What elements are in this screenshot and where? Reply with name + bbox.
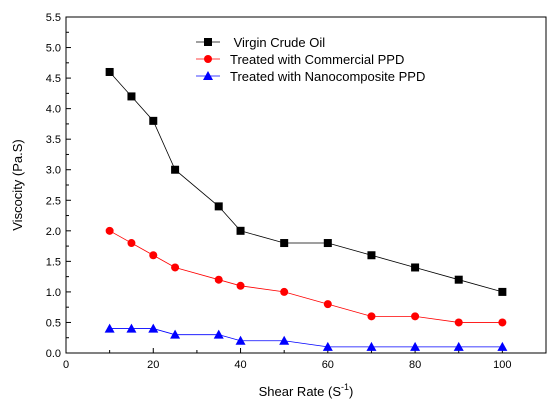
data-point xyxy=(322,341,333,351)
data-point xyxy=(171,165,180,174)
data-point xyxy=(411,312,420,321)
data-point xyxy=(411,263,420,272)
data-point xyxy=(453,341,464,351)
legend: Virgin Crude Oil Treated with Commercial … xyxy=(196,35,425,84)
x-tick-label: 100 xyxy=(493,359,511,371)
x-tick-label: 20 xyxy=(147,359,159,371)
data-point xyxy=(323,239,332,248)
legend-marker xyxy=(203,71,213,80)
y-tick-label: 2.0 xyxy=(46,226,61,238)
legend-marker xyxy=(204,38,212,46)
data-point xyxy=(127,92,136,101)
series-line xyxy=(109,71,503,293)
data-point xyxy=(104,323,115,333)
y-axis-ticks: 0.0 0.5 1.0 1.5 2.0 2.5 3.0 3.5 4.0 4.5 5.0 5.5 xyxy=(46,12,71,360)
x-tick-label: 60 xyxy=(322,359,334,371)
data-point xyxy=(105,226,114,235)
x-axis-label: Shear Rate (S-1) xyxy=(259,382,354,399)
legend-label: Virgin Crude Oil xyxy=(230,35,325,50)
y-tick-label: 4.5 xyxy=(46,73,61,85)
data-point xyxy=(127,239,136,248)
series-line xyxy=(109,230,503,323)
data-point xyxy=(236,281,245,290)
x-tick-label: 80 xyxy=(409,359,421,371)
y-tick-label: 3.5 xyxy=(46,134,61,146)
data-point xyxy=(149,251,158,260)
y-tick-label: 0.0 xyxy=(46,348,61,360)
series-circle xyxy=(105,226,507,327)
y-tick-label: 2.5 xyxy=(46,195,61,207)
data-point xyxy=(214,275,223,284)
data-point xyxy=(279,335,290,345)
y-tick-label: 1.5 xyxy=(46,256,61,268)
data-point xyxy=(323,300,332,309)
legend-label: Treated with Commercial PPD xyxy=(230,52,404,67)
legend-item: Virgin Crude Oil xyxy=(196,35,325,50)
data-point xyxy=(126,323,137,333)
legend-item: Treated with Commercial PPD xyxy=(196,52,404,67)
data-point xyxy=(367,251,376,260)
y-tick-label: 5.5 xyxy=(46,12,61,24)
data-point xyxy=(149,116,158,125)
series-line xyxy=(109,328,503,348)
data-point xyxy=(498,318,507,327)
data-point xyxy=(454,318,463,327)
data-point xyxy=(235,335,246,345)
x-tick-label: 0 xyxy=(63,359,69,371)
data-point xyxy=(280,287,289,296)
data-point xyxy=(454,275,463,284)
data-point xyxy=(236,226,245,235)
y-tick-label: 0.5 xyxy=(46,317,61,329)
data-point xyxy=(367,312,376,321)
legend-item: Treated with Nanocomposite PPD xyxy=(196,69,425,84)
y-tick-label: 1.0 xyxy=(46,287,61,299)
y-tick-label: 3.0 xyxy=(46,165,61,177)
data-point xyxy=(280,239,289,248)
plot-frame xyxy=(65,16,547,354)
data-point xyxy=(148,323,159,333)
data-point xyxy=(214,202,223,211)
y-axis-label: Viscocity (Pa.S) xyxy=(10,139,25,231)
legend-label: Treated with Nanocomposite PPD xyxy=(230,69,425,84)
data-point xyxy=(105,67,114,76)
data-point xyxy=(366,341,377,351)
series-layer xyxy=(104,67,508,351)
y-tick-label: 5.0 xyxy=(46,43,61,55)
legend-marker xyxy=(204,55,212,63)
series-square xyxy=(105,67,507,296)
data-point xyxy=(497,341,508,351)
data-point xyxy=(170,329,181,339)
x-axis-ticks: 0 20 40 60 80 100 xyxy=(63,348,512,371)
x-tick-label: 40 xyxy=(234,359,246,371)
series-triangle xyxy=(104,323,508,351)
data-point xyxy=(410,341,421,351)
data-point xyxy=(171,263,180,272)
data-point xyxy=(213,329,224,339)
y-tick-label: 4.0 xyxy=(46,104,61,116)
data-point xyxy=(498,287,507,296)
